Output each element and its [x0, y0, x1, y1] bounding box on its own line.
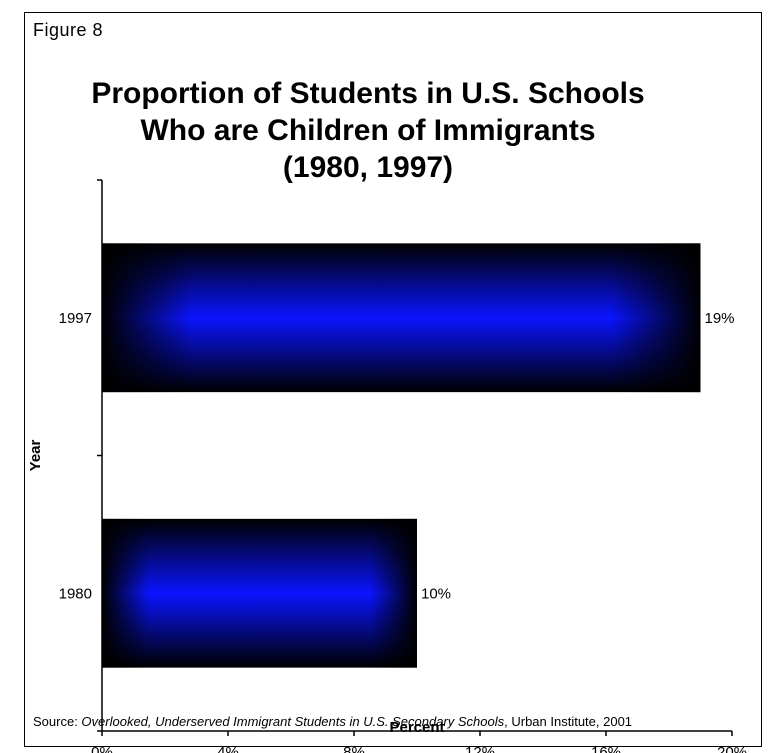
chart-title-line-1: Proportion of Students in U.S. Schools [91, 77, 645, 110]
bar-shade-1997 [102, 243, 701, 393]
x-tick-label: 16% [591, 744, 621, 753]
chart-title-line-3: (1980, 1997) [282, 151, 454, 184]
x-tick-label: 20% [717, 744, 747, 753]
figure-frame [24, 12, 762, 747]
bar-shade-1980 [102, 518, 417, 668]
chart-title-line-2: Who are Children of Immigrants [140, 114, 596, 147]
x-tick-label: 4% [217, 744, 239, 753]
source-note: Source: Overlooked, Underserved Immigran… [33, 714, 632, 729]
figure-label: Figure 8 [33, 20, 104, 40]
x-tick-label: 8% [343, 744, 365, 753]
data-label: 10% [421, 585, 451, 602]
x-axis-title: Percent [389, 719, 444, 736]
y-tick-label: 1997 [59, 310, 92, 327]
y-axis-title: Year [27, 439, 44, 471]
source-title: Overlooked, Underserved Immigrant Studen… [81, 714, 505, 729]
source-prefix: Source: [33, 714, 82, 729]
x-tick-label: 0% [91, 744, 113, 753]
data-label: 19% [705, 310, 735, 327]
y-tick-label: 1980 [59, 585, 92, 602]
source-suffix: , Urban Institute, 2001 [504, 714, 633, 729]
x-tick-label: 12% [465, 744, 495, 753]
